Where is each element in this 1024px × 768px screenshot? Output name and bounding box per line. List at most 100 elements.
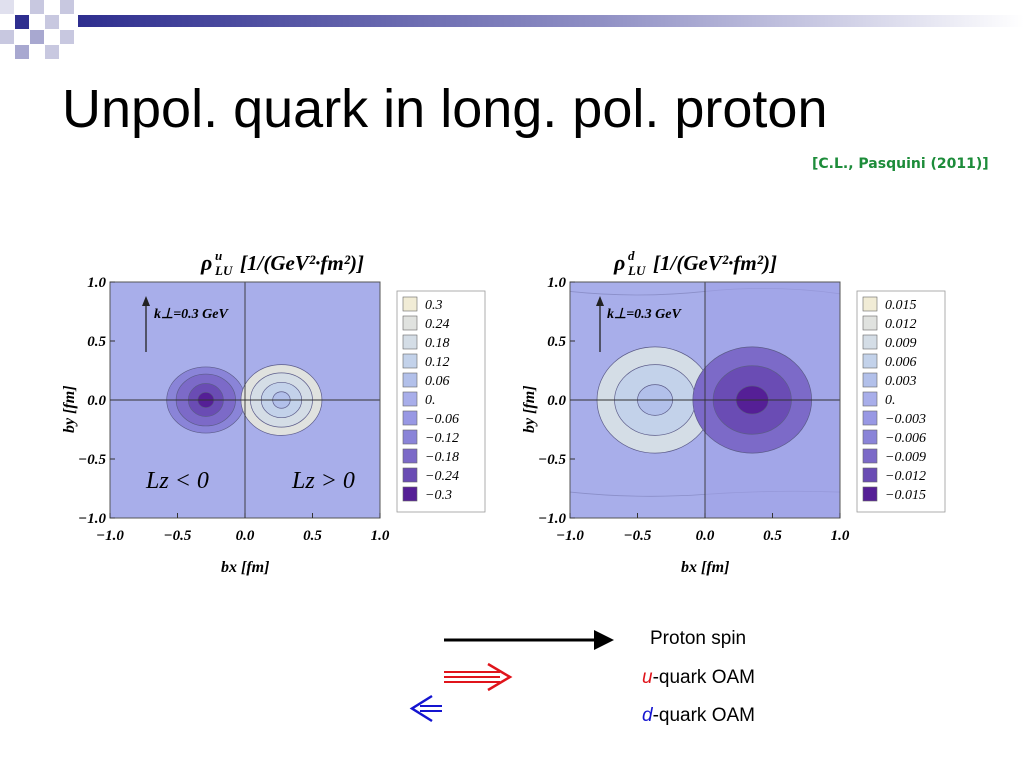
y-tick-label: 0.5 bbox=[547, 334, 566, 350]
deco-square bbox=[45, 45, 59, 59]
y-tick-label: 0.5 bbox=[87, 334, 106, 350]
legend-swatch bbox=[862, 372, 878, 388]
key-label-proton-spin: Proton spin bbox=[650, 628, 747, 649]
x-axis-label: bx [fm] bbox=[681, 559, 729, 576]
x-tick-label: 0.5 bbox=[303, 528, 322, 544]
legend-swatch bbox=[402, 315, 418, 331]
x-tick-label: −1.0 bbox=[556, 528, 584, 544]
chart-title-symbol: ρ bbox=[200, 250, 212, 275]
region-label-left: Lz < 0 bbox=[145, 468, 209, 494]
axes: −1.0 −0.5 0.0 0.5 1.0 1.0 0.5 0.0 −0.5 −1.0 bbox=[538, 275, 850, 544]
x-tick-label: 0.5 bbox=[763, 528, 782, 544]
y-axis-label: by [fm] bbox=[521, 385, 538, 433]
y-tick-label: 0.0 bbox=[547, 393, 566, 409]
legend-swatch bbox=[862, 448, 878, 464]
title-bar bbox=[78, 15, 1024, 27]
legend-swatch bbox=[402, 334, 418, 350]
deco-square bbox=[15, 15, 29, 29]
legend-label: 0.12 bbox=[425, 355, 450, 370]
d-label: -quark OAM bbox=[652, 705, 755, 726]
legend-swatch bbox=[862, 391, 878, 407]
deco-square bbox=[30, 0, 44, 14]
legend-label: −0.18 bbox=[425, 450, 459, 465]
x-axis-label: bx [fm] bbox=[221, 559, 269, 576]
legend-swatch bbox=[402, 486, 418, 502]
legend-swatch bbox=[862, 334, 878, 350]
kperp-arrowhead-icon bbox=[596, 296, 604, 306]
y-axis-label: by [fm] bbox=[61, 385, 78, 433]
y-tick-label: 1.0 bbox=[547, 275, 566, 291]
legend-label: −0.015 bbox=[885, 488, 926, 503]
legend-label: −0.3 bbox=[425, 488, 452, 503]
x-tick-label: 1.0 bbox=[371, 528, 390, 544]
legend-swatch bbox=[402, 467, 418, 483]
legend-label: 0.24 bbox=[425, 317, 450, 332]
kperp-annotation: k⊥=0.3 GeV bbox=[607, 307, 682, 322]
chart-title-sup: u bbox=[215, 248, 222, 263]
legend-label: −0.12 bbox=[425, 431, 459, 446]
color-legend: 0.015 0.012 0.009 0.006 0.003 0. −0.003 −0.006 −… bbox=[856, 290, 946, 513]
y-tick-label: 1.0 bbox=[87, 275, 106, 291]
legend-label: 0.012 bbox=[885, 317, 917, 332]
legend-label: −0.24 bbox=[425, 469, 459, 484]
deco-square bbox=[0, 0, 14, 14]
legend-swatch bbox=[862, 296, 878, 312]
deco-square bbox=[30, 30, 44, 44]
citation: [C.L., Pasquini (2011)] bbox=[812, 156, 989, 172]
x-tick-label: −1.0 bbox=[96, 528, 124, 544]
plot-area bbox=[569, 281, 841, 519]
kperp-arrowhead-icon bbox=[142, 296, 150, 306]
chart-u-quark: ρ u LU [1/(GeV²·fm²)] −1.0 −0.5 0.0 0.5 1.0 1… bbox=[50, 240, 500, 590]
proton-spin-arrow-icon bbox=[444, 630, 614, 650]
slide-title: Unpol. quark in long. pol. proton bbox=[62, 79, 828, 139]
chart-d-quark: ρ d LU [1/(GeV²·fm²)] −1.0 −0.5 0.0 0.5 1.0 1… bbox=[510, 240, 960, 590]
x-tick-label: 0.0 bbox=[696, 528, 715, 544]
d-letter: d bbox=[642, 705, 653, 726]
deco-square bbox=[60, 30, 74, 44]
u-quark-oam-arrow-icon bbox=[444, 662, 513, 692]
legend-label: 0.3 bbox=[425, 298, 443, 313]
legend-swatch bbox=[862, 486, 878, 502]
y-tick-label: −1.0 bbox=[538, 511, 566, 527]
legend-swatch bbox=[862, 429, 878, 445]
legend-label: 0.015 bbox=[885, 298, 917, 313]
legend-label: 0.009 bbox=[885, 336, 917, 351]
x-tick-label: 0.0 bbox=[236, 528, 255, 544]
legend-label: 0. bbox=[425, 393, 436, 408]
chart-title-units: [1/(GeV²·fm²)] bbox=[653, 251, 777, 275]
y-tick-label: 0.0 bbox=[87, 393, 106, 409]
color-legend: 0.3 0.24 0.18 0.12 0.06 0. −0.06 −0.12 −0.18 −0.2… bbox=[396, 290, 486, 513]
legend-label: −0.009 bbox=[885, 450, 926, 465]
legend-label: −0.003 bbox=[885, 412, 926, 427]
chart-title-sub: LU bbox=[214, 263, 233, 278]
deco-square bbox=[60, 0, 74, 14]
key-label-u-quark: u-quark OAM bbox=[642, 667, 755, 689]
axes: −1.0 −0.5 0.0 0.5 1.0 1.0 0.5 0.0 −0.5 −1.0 bbox=[78, 275, 390, 544]
region-label-right: Lz > 0 bbox=[291, 468, 355, 494]
kperp-annotation: k⊥=0.3 GeV bbox=[154, 307, 229, 322]
u-letter: u bbox=[642, 667, 653, 688]
legend-label: −0.012 bbox=[885, 469, 926, 484]
y-tick-label: −1.0 bbox=[78, 511, 106, 527]
legend-swatch bbox=[402, 296, 418, 312]
key-label-d-quark: d-quark OAM bbox=[642, 705, 755, 727]
arrow-key bbox=[409, 630, 614, 723]
deco-square bbox=[45, 15, 59, 29]
u-label: -quark OAM bbox=[652, 667, 755, 688]
legend-swatch bbox=[402, 448, 418, 464]
legend-label: −0.006 bbox=[885, 431, 926, 446]
legend-swatch bbox=[862, 353, 878, 369]
legend-swatch bbox=[862, 410, 878, 426]
x-tick-label: −0.5 bbox=[624, 528, 652, 544]
legend-swatch bbox=[862, 315, 878, 331]
chart-title-units: [1/(GeV²·fm²)] bbox=[240, 251, 364, 275]
x-tick-label: 1.0 bbox=[831, 528, 850, 544]
plot-area bbox=[109, 281, 381, 519]
chart-title-sub: LU bbox=[627, 263, 646, 278]
legend-swatch bbox=[402, 391, 418, 407]
x-tick-label: −0.5 bbox=[164, 528, 192, 544]
deco-square bbox=[0, 30, 14, 44]
legend-swatch bbox=[402, 372, 418, 388]
y-tick-label: −0.5 bbox=[78, 452, 106, 468]
legend-label: 0.003 bbox=[885, 374, 917, 389]
